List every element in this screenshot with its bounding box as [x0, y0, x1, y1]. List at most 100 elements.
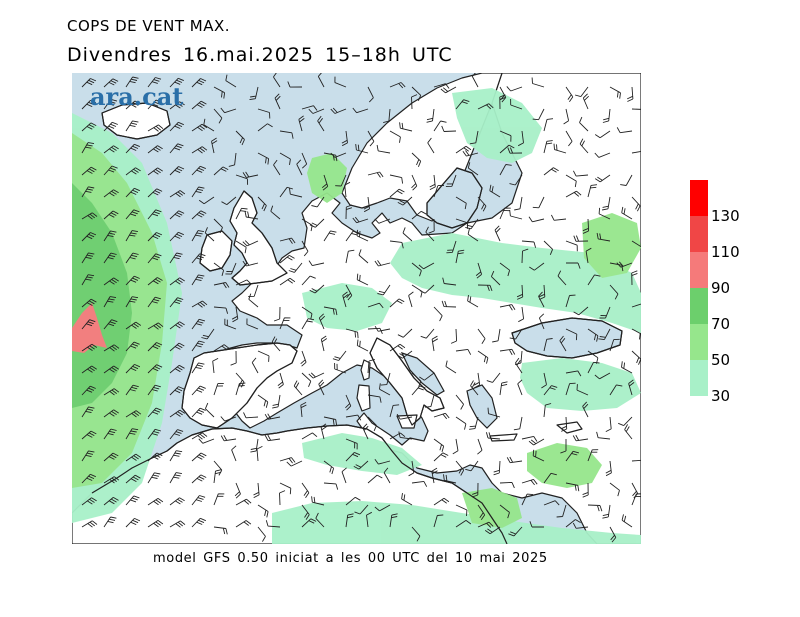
- wind-barb: [521, 240, 537, 248]
- wind-barb: [125, 296, 139, 308]
- wind-barbs: [81, 73, 641, 543]
- wind-barb: [279, 482, 292, 495]
- wind-barb: [273, 306, 281, 322]
- wind-barb: [279, 237, 296, 244]
- wind-barb: [367, 474, 383, 484]
- wind-barb: [169, 497, 185, 506]
- wind-barb: [248, 284, 259, 298]
- wind-barb: [81, 186, 95, 198]
- gust-turkey: [520, 358, 641, 411]
- wind-barb: [389, 298, 405, 308]
- wind-barb: [103, 497, 119, 506]
- wind-barb: [191, 407, 206, 418]
- wind-barb: [565, 370, 582, 377]
- wind-barb: [318, 313, 326, 330]
- wind-barb: [212, 357, 219, 374]
- wind-barb: [345, 328, 359, 339]
- wind-barb: [553, 143, 567, 154]
- wind-barb: [411, 385, 426, 396]
- wind-barb: [249, 86, 259, 101]
- wind-barb: [602, 196, 611, 211]
- wind-barb: [103, 365, 119, 374]
- wind-barb: [582, 93, 590, 110]
- wind-barb: [489, 184, 501, 198]
- wind-barb: [81, 142, 95, 154]
- wind-barb: [213, 262, 225, 277]
- wind-barb: [323, 416, 338, 426]
- wind-barb: [213, 166, 229, 176]
- wind-barb: [594, 130, 611, 139]
- wind-barb: [191, 146, 208, 154]
- wind-barb: [352, 216, 369, 224]
- wind-barb: [426, 108, 435, 123]
- wind-barb: [147, 520, 164, 528]
- wind-barb: [125, 474, 141, 484]
- wind-barb: [332, 350, 347, 361]
- wind-barb: [594, 152, 611, 158]
- wind-barb: [442, 277, 457, 286]
- wind-barb: [169, 166, 185, 176]
- wind-barb: [309, 218, 325, 228]
- wind-barb: [499, 130, 512, 142]
- wind-barb: [450, 328, 458, 344]
- wind-barb: [125, 428, 139, 440]
- wind-barb: [191, 474, 207, 484]
- wind-barb: [477, 438, 483, 455]
- wind-barb: [248, 293, 259, 308]
- wind-barb: [627, 86, 634, 102]
- wind-barb: [213, 469, 222, 484]
- wind-barb: [125, 167, 141, 176]
- wind-barb: [602, 108, 611, 123]
- wind-barb: [125, 341, 140, 352]
- wind-barb: [315, 512, 325, 528]
- wind-barb: [147, 232, 163, 242]
- wind-barb: [455, 460, 465, 476]
- wind-barb: [103, 78, 119, 88]
- gust-shading: [72, 88, 641, 544]
- wind-barb: [556, 504, 567, 518]
- gust-med-south: [272, 501, 641, 544]
- wind-barb: [257, 152, 270, 165]
- wind-barb: [204, 402, 215, 418]
- wind-barb: [246, 318, 259, 330]
- legend-label: 110: [711, 243, 740, 261]
- wind-barb: [191, 123, 208, 132]
- wind-barb: [308, 372, 325, 379]
- wind-barb: [499, 504, 510, 519]
- wind-barb: [507, 147, 523, 154]
- coast-black-sea: [511, 317, 623, 359]
- wind-barb: [321, 174, 329, 191]
- wind-barb: [272, 394, 281, 409]
- wind-barb: [572, 434, 589, 442]
- wind-barb: [125, 517, 141, 528]
- wind-barb: [169, 472, 182, 484]
- wind-barb: [257, 526, 266, 542]
- wind-barb: [191, 385, 206, 396]
- wind-barb: [594, 372, 611, 380]
- wind-barb: [356, 229, 369, 242]
- wind-barb: [103, 98, 118, 110]
- wind-barb: [335, 174, 347, 187]
- wind-barb: [125, 410, 142, 418]
- wind-barb: [298, 115, 305, 132]
- wind-barb: [169, 364, 185, 374]
- wind-barb: [515, 357, 523, 374]
- wind-barb: [609, 384, 623, 396]
- wind-barb: [191, 432, 208, 440]
- wind-barb: [198, 196, 215, 205]
- wind-barb: [469, 416, 479, 430]
- wind-barb: [469, 130, 479, 145]
- wind-barb: [363, 196, 370, 213]
- wind-barb: [389, 432, 406, 440]
- wind-barb: [242, 171, 259, 178]
- wind-barb: [455, 520, 472, 528]
- wind-barb: [631, 108, 641, 110]
- wind-barb: [398, 431, 413, 440]
- wind-barb: [147, 384, 161, 396]
- wind-barb: [317, 73, 325, 88]
- wind-barb: [433, 452, 449, 462]
- wind-barb: [103, 165, 118, 176]
- wind-barb: [81, 166, 97, 176]
- wind-barb: [264, 434, 281, 442]
- wind-barb: [596, 232, 611, 242]
